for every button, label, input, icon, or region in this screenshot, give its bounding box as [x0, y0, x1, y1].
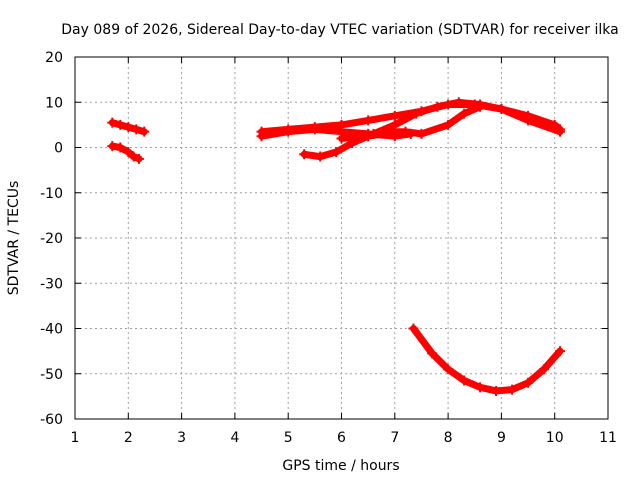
x-tick-label: 6 — [337, 430, 346, 446]
data-point — [539, 364, 550, 375]
y-tick-label: 20 — [45, 50, 63, 66]
data-point — [389, 110, 400, 121]
y-tick-label: -30 — [40, 276, 63, 292]
data-point — [475, 101, 486, 112]
data-point — [443, 119, 454, 130]
data-point — [363, 115, 374, 126]
data-point — [315, 151, 326, 162]
data-point — [283, 126, 294, 137]
series-trace-7 — [410, 325, 564, 395]
data-point — [115, 119, 126, 130]
data-point — [411, 108, 422, 119]
data-point — [309, 124, 320, 135]
x-axis-ticks: 1 2 3 4 5 6 7 8 9 10 11 — [71, 57, 617, 446]
data-point — [128, 151, 139, 162]
data-point — [139, 126, 150, 137]
data-point — [475, 382, 486, 393]
data-point — [131, 124, 142, 135]
data-point — [107, 117, 118, 128]
x-tick-label: 7 — [390, 430, 399, 446]
data-point — [133, 153, 144, 164]
data-point — [123, 122, 134, 133]
x-tick-label: 10 — [546, 430, 564, 446]
data-point — [115, 142, 126, 153]
y-tick-label: -60 — [40, 412, 63, 428]
y-tick-label: -20 — [40, 231, 63, 247]
x-tick-label: 3 — [177, 430, 186, 446]
x-axis-label: GPS time / hours — [282, 458, 399, 474]
x-tick-label: 9 — [497, 430, 506, 446]
data-point — [427, 348, 438, 359]
data-point — [491, 385, 502, 396]
data-point — [555, 346, 566, 357]
data-point — [299, 149, 310, 160]
data-point — [459, 108, 470, 119]
x-tick-label: 11 — [599, 430, 617, 446]
y-tick-label: 0 — [54, 141, 63, 157]
data-traces — [107, 97, 566, 396]
y-tick-label: -40 — [40, 322, 63, 338]
data-point — [555, 126, 566, 137]
x-tick-label: 1 — [71, 430, 80, 446]
data-point — [443, 364, 454, 375]
x-tick-label: 4 — [230, 430, 239, 446]
data-point — [256, 131, 267, 142]
y-axis-ticks: 20 10 0 -10 -20 -30 -40 -50 -60 — [40, 50, 608, 428]
y-tick-label: 10 — [45, 95, 63, 111]
data-point — [496, 104, 507, 115]
x-tick-label: 5 — [284, 430, 293, 446]
data-point — [107, 141, 118, 152]
data-point — [389, 126, 400, 137]
data-point — [400, 126, 411, 137]
data-point — [459, 375, 470, 386]
data-point — [507, 384, 518, 395]
y-axis-label: SDTVAR / TECUs — [6, 181, 22, 296]
data-point — [331, 147, 342, 158]
data-point — [363, 131, 374, 142]
y-tick-label: -50 — [40, 367, 63, 383]
data-point — [523, 377, 534, 388]
data-point — [523, 115, 534, 126]
y-tick-label: -10 — [40, 186, 63, 202]
data-point — [123, 147, 134, 158]
data-point — [416, 128, 427, 139]
data-point — [432, 101, 443, 112]
chart-title: Day 089 of 2026, Sidereal Day-to-day VTE… — [61, 22, 618, 38]
data-point — [336, 133, 347, 144]
x-tick-label: 2 — [124, 430, 133, 446]
data-point — [453, 97, 464, 108]
data-point — [408, 323, 419, 334]
x-tick-label: 8 — [444, 430, 453, 446]
